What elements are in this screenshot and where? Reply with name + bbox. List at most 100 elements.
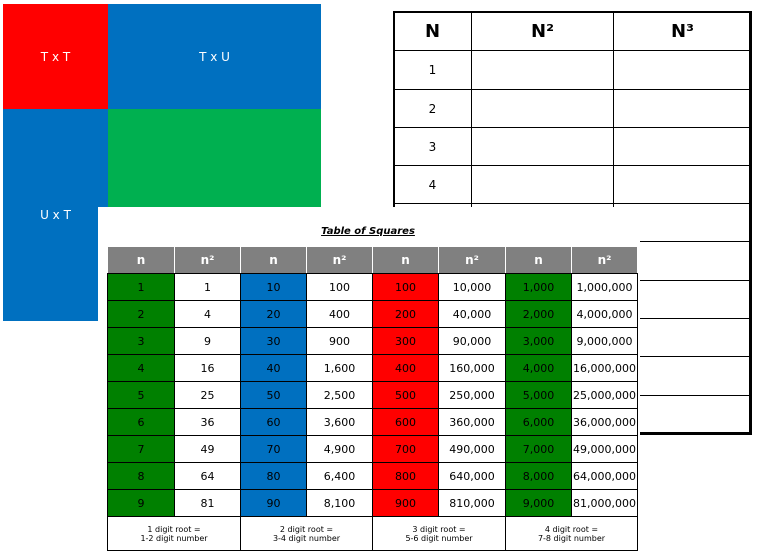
square-cell: 49,000,000 [571,435,638,463]
square-cell: 810,000 [438,489,506,517]
header-cell: n² [571,246,638,274]
square-cell: 360,000 [438,408,506,436]
header-cell: n [505,246,572,274]
header-cell: n [240,246,307,274]
root-cell: 3 [107,327,175,355]
square-cell: 16 [174,354,241,382]
square-cell: 1 [174,273,241,301]
square-cell: 6,400 [306,462,373,490]
root-cell: 5 [107,381,175,409]
note-cell: 2 digit root = 3-4 digit number [240,516,373,551]
root-cell: 90 [240,489,307,517]
header-cell: n² [174,246,241,274]
root-cell: 8,000 [505,462,572,490]
header-cell: n [372,246,439,274]
root-cell: 500 [372,381,439,409]
table-cell: 3 [393,127,472,166]
root-cell: 600 [372,408,439,436]
note-line: 1 digit root = [147,524,201,534]
root-cell: 20 [240,300,307,328]
square-cell: 4,000,000 [571,300,638,328]
root-cell: 2,000 [505,300,572,328]
root-cell: 9 [107,489,175,517]
square-cell: 3,600 [306,408,373,436]
header-cell: n [107,246,175,274]
ut-cell: U x T [3,109,108,321]
square-cell: 81,000,000 [571,489,638,517]
table-cell: 4 [393,165,472,204]
note-line: 1-2 digit number [140,533,208,543]
square-cell: 36 [174,408,241,436]
root-cell: 100 [372,273,439,301]
root-cell: 300 [372,327,439,355]
square-cell: 90,000 [438,327,506,355]
table-cell [613,165,752,204]
tu-cell: T x U [108,4,321,109]
root-cell: 1,000 [505,273,572,301]
root-cell: 10 [240,273,307,301]
root-cell: 700 [372,435,439,463]
root-cell: 70 [240,435,307,463]
tt-cell: T x T [3,4,108,109]
root-cell: 60 [240,408,307,436]
table-cell [613,127,752,166]
table-cell [471,165,614,204]
square-cell: 10,000 [438,273,506,301]
header-cell: n² [438,246,506,274]
square-cell: 4 [174,300,241,328]
root-cell: 50 [240,381,307,409]
root-cell: 6,000 [505,408,572,436]
root-cell: 8 [107,462,175,490]
square-cell: 900 [306,327,373,355]
note-cell: 4 digit root = 7-8 digit number [505,516,638,551]
header-cell: N² [471,11,614,51]
root-cell: 30 [240,327,307,355]
note-line: 5-6 digit number [405,533,473,543]
note-line: 7-8 digit number [537,533,606,543]
square-cell: 40,000 [438,300,506,328]
square-cell: 25,000,000 [571,381,638,409]
note-line: 2 digit root = [279,524,334,534]
square-cell: 1,600 [306,354,373,382]
table-cell [471,89,614,128]
table-cell [471,50,614,90]
square-cell: 2,500 [306,381,373,409]
root-cell: 200 [372,300,439,328]
root-cell: 9,000 [505,489,572,517]
root-cell: 900 [372,489,439,517]
root-cell: 4 [107,354,175,382]
square-cell: 4,900 [306,435,373,463]
table-cell [613,89,752,128]
table-cell: 1 [393,50,472,90]
note-cell: 3 digit root = 5-6 digit number [372,516,506,551]
square-cell: 16,000,000 [571,354,638,382]
table-cell [613,50,752,90]
root-cell: 1 [107,273,175,301]
square-cell: 8,100 [306,489,373,517]
root-cell: 5,000 [505,381,572,409]
root-cell: 3,000 [505,327,572,355]
square-cell: 100 [306,273,373,301]
square-cell: 9 [174,327,241,355]
root-cell: 4,000 [505,354,572,382]
root-cell: 80 [240,462,307,490]
table-cell: 2 [393,89,472,128]
uu-cell [108,109,321,207]
root-cell: 800 [372,462,439,490]
note-line: 3-4 digit number [272,533,341,543]
square-cell: 49 [174,435,241,463]
root-cell: 6 [107,408,175,436]
header-cell: N³ [613,11,752,51]
square-cell: 64 [174,462,241,490]
header-cell: N [393,11,472,51]
root-cell: 2 [107,300,175,328]
square-cell: 490,000 [438,435,506,463]
square-cell: 64,000,000 [571,462,638,490]
root-cell: 7,000 [505,435,572,463]
square-cell: 160,000 [438,354,506,382]
table-cell [471,127,614,166]
note-cell: 1 digit root = 1-2 digit number [107,516,241,551]
root-cell: 40 [240,354,307,382]
square-cell: 640,000 [438,462,506,490]
root-cell: 400 [372,354,439,382]
